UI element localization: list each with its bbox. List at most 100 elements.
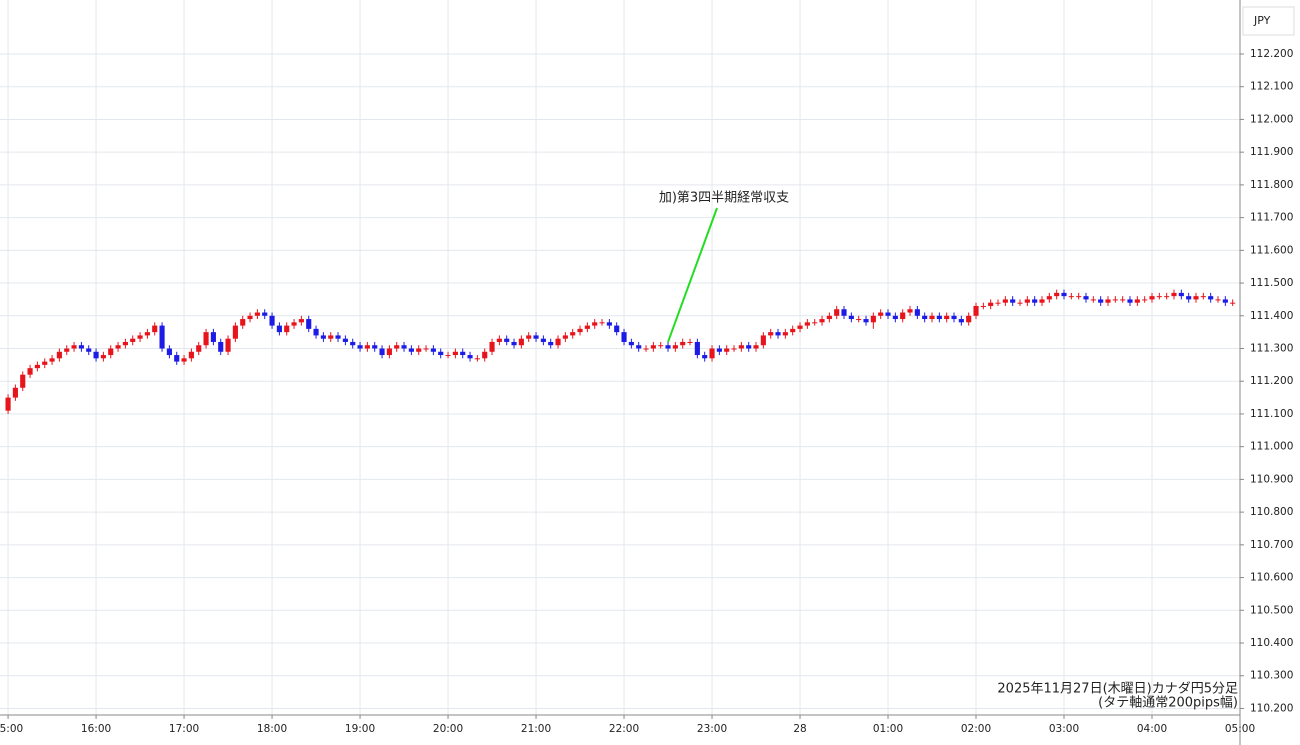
candle-body <box>269 315 275 326</box>
candle-body <box>562 335 568 339</box>
candle-body <box>1186 296 1192 300</box>
candle-body <box>775 332 781 336</box>
candle-body <box>738 345 744 349</box>
candle-body <box>438 351 444 356</box>
candle-body <box>650 345 656 349</box>
candle-body <box>804 322 810 326</box>
candle-body <box>42 361 48 365</box>
candle-body <box>526 335 532 339</box>
candle-body <box>1098 299 1104 303</box>
candle-body <box>797 325 803 329</box>
currency-box <box>1242 6 1295 36</box>
candle-body <box>936 315 942 320</box>
candle-body <box>1002 299 1008 303</box>
candle-body <box>856 319 862 321</box>
candle-body <box>746 345 752 349</box>
x-tick-label: 23:00 <box>697 723 727 735</box>
candle-body <box>841 309 847 316</box>
candle-body <box>1120 299 1126 301</box>
candle-body <box>1112 299 1118 301</box>
y-tick-label: 111.900 <box>1250 146 1293 158</box>
candle-body <box>1134 299 1140 303</box>
candle-body <box>643 348 649 350</box>
candle-body <box>1156 296 1162 298</box>
candle-body <box>929 315 935 320</box>
candle-body <box>782 332 788 336</box>
candle-body <box>863 319 869 323</box>
x-tick-label: 03:00 <box>1049 723 1079 735</box>
candle-body <box>724 348 730 352</box>
candle-body <box>812 322 818 324</box>
candle-body <box>951 315 957 320</box>
candle-body <box>848 315 854 320</box>
y-tick-label: 112.000 <box>1250 113 1293 125</box>
candle-body <box>687 341 693 343</box>
candle-body <box>885 312 891 316</box>
candle-body <box>210 332 216 342</box>
candle-body <box>64 348 70 352</box>
candle-body <box>379 348 385 356</box>
candle-body <box>372 345 378 349</box>
candle-body <box>130 338 136 342</box>
x-tick-label: 22:00 <box>609 723 639 735</box>
candle-body <box>5 397 11 411</box>
candle-body <box>416 348 422 352</box>
candle-body <box>20 374 26 388</box>
candle-body <box>922 315 928 320</box>
candle-body <box>1090 299 1096 301</box>
candle-body <box>672 345 678 349</box>
y-tick-label: 110.400 <box>1250 637 1293 649</box>
y-tick-label: 111.500 <box>1250 277 1293 289</box>
candle-body <box>401 345 407 349</box>
candle-body <box>108 348 114 356</box>
candle-body <box>122 341 128 346</box>
x-tick-label: 20:00 <box>433 723 463 735</box>
candle-body <box>12 387 18 398</box>
candle-body <box>1105 299 1111 303</box>
candle-body <box>819 319 825 323</box>
candle-body <box>34 364 40 369</box>
y-tick-label: 111.700 <box>1250 212 1293 224</box>
candle-body <box>592 322 598 326</box>
candle-body <box>328 335 334 339</box>
y-tick-label: 111.100 <box>1250 408 1293 420</box>
candle-body <box>870 315 876 323</box>
candle-body <box>49 358 55 362</box>
y-tick-label: 112.200 <box>1250 48 1293 60</box>
candle-body <box>716 348 722 352</box>
candle-body <box>914 309 920 316</box>
currency-label: JPY <box>1253 14 1271 27</box>
candle-body <box>680 341 686 346</box>
axes: 112.200 112.100 112.000 111.900 111.800 111.7… <box>0 48 1293 735</box>
annotation-line <box>667 207 718 343</box>
candle-body <box>709 348 715 359</box>
candle-body <box>665 345 671 349</box>
grid <box>0 0 1241 715</box>
candle-body <box>540 338 546 342</box>
y-tick-label: 111.400 <box>1250 310 1293 322</box>
candle-body <box>262 312 268 316</box>
candle-body <box>445 355 451 357</box>
candle-body <box>900 312 906 320</box>
candle-body <box>731 348 737 350</box>
candle-body <box>760 335 766 346</box>
candle-body <box>1010 299 1016 303</box>
x-tick-label: 28 <box>793 723 806 735</box>
candle-body <box>1032 299 1038 303</box>
candle-body <box>1200 296 1206 298</box>
candle-body <box>1222 299 1228 303</box>
candle-body <box>1061 292 1067 297</box>
candle-body <box>152 325 158 333</box>
x-tick-label: 18:00 <box>257 723 287 735</box>
candle-body <box>159 325 165 349</box>
candle-body <box>1076 296 1082 298</box>
candle-body <box>621 332 627 342</box>
y-tick-label: 110.500 <box>1250 604 1293 616</box>
candle-body <box>166 348 172 356</box>
candle-body <box>174 355 180 362</box>
candle-body <box>71 345 77 349</box>
candle-body <box>555 338 561 346</box>
candle-body <box>196 345 202 352</box>
y-tick-label: 110.300 <box>1250 670 1293 682</box>
